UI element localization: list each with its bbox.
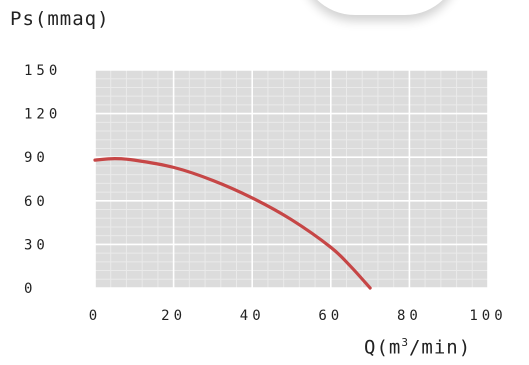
y-tick-label: 30: [24, 237, 49, 253]
x-tick-label: 60: [318, 308, 343, 324]
x-axis-title: Q(m3/min): [364, 336, 471, 358]
y-axis-title: Ps(mmaq): [10, 8, 110, 30]
y-tick-label: 0: [24, 281, 36, 297]
x-axis-title-tail: /min): [408, 336, 472, 359]
x-axis-title-base: Q(m: [364, 336, 402, 359]
x-tick-label: 80: [397, 308, 422, 324]
y-tick-label: 90: [24, 150, 49, 166]
y-tick-label: 150: [24, 63, 61, 79]
x-axis-title-superscript: 3: [401, 336, 409, 349]
x-tick-label: 20: [161, 308, 186, 324]
x-tick-label: 100: [469, 308, 506, 324]
y-tick-label: 60: [24, 194, 49, 210]
x-tick-label: 0: [89, 308, 101, 324]
performance-curve: [93, 157, 372, 290]
plot-background: [95, 70, 488, 288]
x-tick-label: 40: [240, 308, 265, 324]
decorative-shadow: [300, 0, 460, 15]
y-tick-label: 120: [24, 107, 61, 123]
